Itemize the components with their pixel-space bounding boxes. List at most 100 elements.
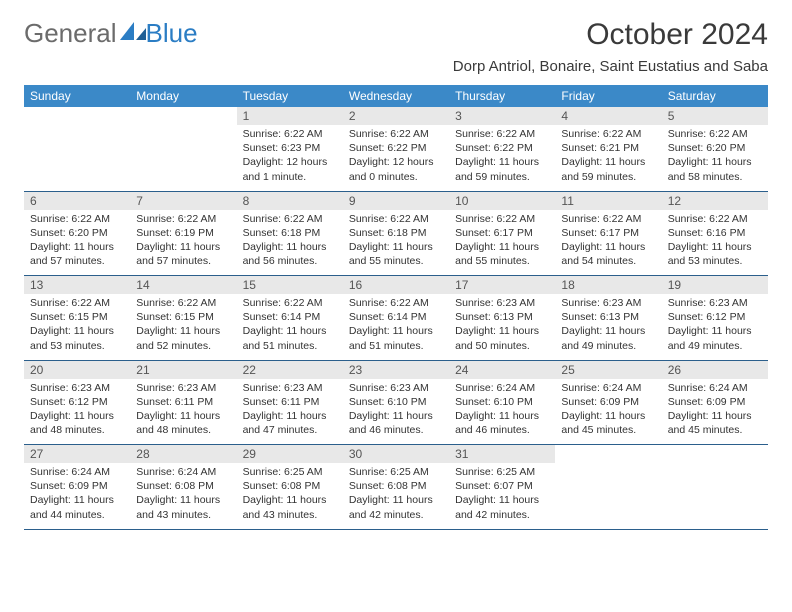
detail-line: Sunrise: 6:22 AM	[349, 127, 443, 141]
detail-line: Daylight: 11 hours and 58 minutes.	[668, 155, 762, 183]
detail-line: Daylight: 11 hours and 47 minutes.	[243, 409, 337, 437]
day-number: 21	[130, 360, 236, 379]
day-details: Sunrise: 6:22 AMSunset: 6:15 PMDaylight:…	[24, 294, 130, 360]
day-number: 4	[555, 107, 661, 125]
day-details: Sunrise: 6:22 AMSunset: 6:18 PMDaylight:…	[343, 210, 449, 276]
detail-line: Sunrise: 6:23 AM	[561, 296, 655, 310]
detail-line: Sunset: 6:07 PM	[455, 479, 549, 493]
day-number: 25	[555, 360, 661, 379]
detail-line: Daylight: 11 hours and 57 minutes.	[30, 240, 124, 268]
detail-line: Sunset: 6:08 PM	[136, 479, 230, 493]
day-details: Sunrise: 6:25 AMSunset: 6:07 PMDaylight:…	[449, 463, 555, 529]
detail-line: Sunrise: 6:22 AM	[136, 296, 230, 310]
day-number: 3	[449, 107, 555, 125]
detail-line: Daylight: 11 hours and 50 minutes.	[455, 324, 549, 352]
detail-line: Sunrise: 6:24 AM	[136, 465, 230, 479]
day-details	[130, 125, 236, 191]
col-friday: Friday	[555, 85, 661, 107]
day-number: 9	[343, 191, 449, 210]
detail-line: Sunset: 6:11 PM	[243, 395, 337, 409]
day-details: Sunrise: 6:22 AMSunset: 6:16 PMDaylight:…	[662, 210, 768, 276]
day-details: Sunrise: 6:23 AMSunset: 6:11 PMDaylight:…	[237, 379, 343, 445]
day-details: Sunrise: 6:24 AMSunset: 6:09 PMDaylight:…	[24, 463, 130, 529]
detail-line: Sunrise: 6:23 AM	[30, 381, 124, 395]
detail-line: Daylight: 11 hours and 48 minutes.	[136, 409, 230, 437]
day-number: 24	[449, 360, 555, 379]
calendar-header-row: Sunday Monday Tuesday Wednesday Thursday…	[24, 85, 768, 107]
detail-line: Sunset: 6:18 PM	[243, 226, 337, 240]
detail-line: Sunset: 6:22 PM	[455, 141, 549, 155]
detail-line: Sunset: 6:18 PM	[349, 226, 443, 240]
detail-line: Daylight: 11 hours and 54 minutes.	[561, 240, 655, 268]
detail-line: Sunset: 6:13 PM	[561, 310, 655, 324]
day-number: 8	[237, 191, 343, 210]
day-number: 23	[343, 360, 449, 379]
detail-line: Sunrise: 6:23 AM	[455, 296, 549, 310]
detail-row: Sunrise: 6:22 AMSunset: 6:15 PMDaylight:…	[24, 294, 768, 360]
detail-line: Sunset: 6:21 PM	[561, 141, 655, 155]
day-details: Sunrise: 6:22 AMSunset: 6:15 PMDaylight:…	[130, 294, 236, 360]
day-details: Sunrise: 6:22 AMSunset: 6:23 PMDaylight:…	[237, 125, 343, 191]
day-number: 13	[24, 276, 130, 295]
detail-line: Daylight: 11 hours and 55 minutes.	[455, 240, 549, 268]
day-number: 2	[343, 107, 449, 125]
day-details: Sunrise: 6:23 AMSunset: 6:13 PMDaylight:…	[449, 294, 555, 360]
detail-line: Sunrise: 6:22 AM	[349, 296, 443, 310]
detail-row: Sunrise: 6:23 AMSunset: 6:12 PMDaylight:…	[24, 379, 768, 445]
detail-line: Sunrise: 6:23 AM	[136, 381, 230, 395]
detail-line: Daylight: 11 hours and 55 minutes.	[349, 240, 443, 268]
day-details: Sunrise: 6:22 AMSunset: 6:14 PMDaylight:…	[237, 294, 343, 360]
detail-line: Daylight: 11 hours and 53 minutes.	[668, 240, 762, 268]
day-number: 15	[237, 276, 343, 295]
detail-line: Daylight: 12 hours and 0 minutes.	[349, 155, 443, 183]
detail-line: Sunrise: 6:22 AM	[455, 212, 549, 226]
logo: General Blue	[24, 18, 198, 49]
day-number: 30	[343, 445, 449, 464]
day-details: Sunrise: 6:22 AMSunset: 6:17 PMDaylight:…	[555, 210, 661, 276]
day-number	[130, 107, 236, 125]
day-details: Sunrise: 6:25 AMSunset: 6:08 PMDaylight:…	[237, 463, 343, 529]
day-number: 18	[555, 276, 661, 295]
day-details: Sunrise: 6:22 AMSunset: 6:22 PMDaylight:…	[343, 125, 449, 191]
calendar-table: Sunday Monday Tuesday Wednesday Thursday…	[24, 85, 768, 530]
day-details	[24, 125, 130, 191]
detail-line: Daylight: 11 hours and 42 minutes.	[455, 493, 549, 521]
detail-line: Sunset: 6:12 PM	[30, 395, 124, 409]
detail-line: Sunrise: 6:24 AM	[30, 465, 124, 479]
detail-line: Daylight: 11 hours and 43 minutes.	[136, 493, 230, 521]
detail-line: Sunset: 6:20 PM	[668, 141, 762, 155]
day-number: 11	[555, 191, 661, 210]
detail-line: Sunset: 6:15 PM	[30, 310, 124, 324]
day-number: 12	[662, 191, 768, 210]
detail-line: Daylight: 11 hours and 51 minutes.	[349, 324, 443, 352]
detail-line: Daylight: 12 hours and 1 minute.	[243, 155, 337, 183]
day-details: Sunrise: 6:23 AMSunset: 6:12 PMDaylight:…	[24, 379, 130, 445]
day-details: Sunrise: 6:23 AMSunset: 6:10 PMDaylight:…	[343, 379, 449, 445]
detail-line: Daylight: 11 hours and 53 minutes.	[30, 324, 124, 352]
day-number: 6	[24, 191, 130, 210]
detail-line: Sunrise: 6:22 AM	[136, 212, 230, 226]
day-details: Sunrise: 6:24 AMSunset: 6:09 PMDaylight:…	[555, 379, 661, 445]
detail-line: Sunrise: 6:23 AM	[668, 296, 762, 310]
detail-line: Sunset: 6:10 PM	[455, 395, 549, 409]
day-details: Sunrise: 6:22 AMSunset: 6:14 PMDaylight:…	[343, 294, 449, 360]
detail-line: Daylight: 11 hours and 56 minutes.	[243, 240, 337, 268]
detail-line: Daylight: 11 hours and 49 minutes.	[561, 324, 655, 352]
title-block: October 2024 Dorp Antriol, Bonaire, Sain…	[453, 18, 768, 75]
detail-line: Sunrise: 6:22 AM	[561, 127, 655, 141]
detail-line: Daylight: 11 hours and 49 minutes.	[668, 324, 762, 352]
day-number: 5	[662, 107, 768, 125]
col-wednesday: Wednesday	[343, 85, 449, 107]
detail-line: Sunset: 6:13 PM	[455, 310, 549, 324]
day-number: 26	[662, 360, 768, 379]
detail-line: Sunrise: 6:22 AM	[30, 212, 124, 226]
daynum-row: 6789101112	[24, 191, 768, 210]
day-details: Sunrise: 6:22 AMSunset: 6:19 PMDaylight:…	[130, 210, 236, 276]
day-number	[24, 107, 130, 125]
detail-line: Daylight: 11 hours and 43 minutes.	[243, 493, 337, 521]
day-details: Sunrise: 6:25 AMSunset: 6:08 PMDaylight:…	[343, 463, 449, 529]
detail-line: Sunset: 6:11 PM	[136, 395, 230, 409]
detail-row: Sunrise: 6:24 AMSunset: 6:09 PMDaylight:…	[24, 463, 768, 529]
detail-line: Sunset: 6:23 PM	[243, 141, 337, 155]
detail-line: Daylight: 11 hours and 44 minutes.	[30, 493, 124, 521]
